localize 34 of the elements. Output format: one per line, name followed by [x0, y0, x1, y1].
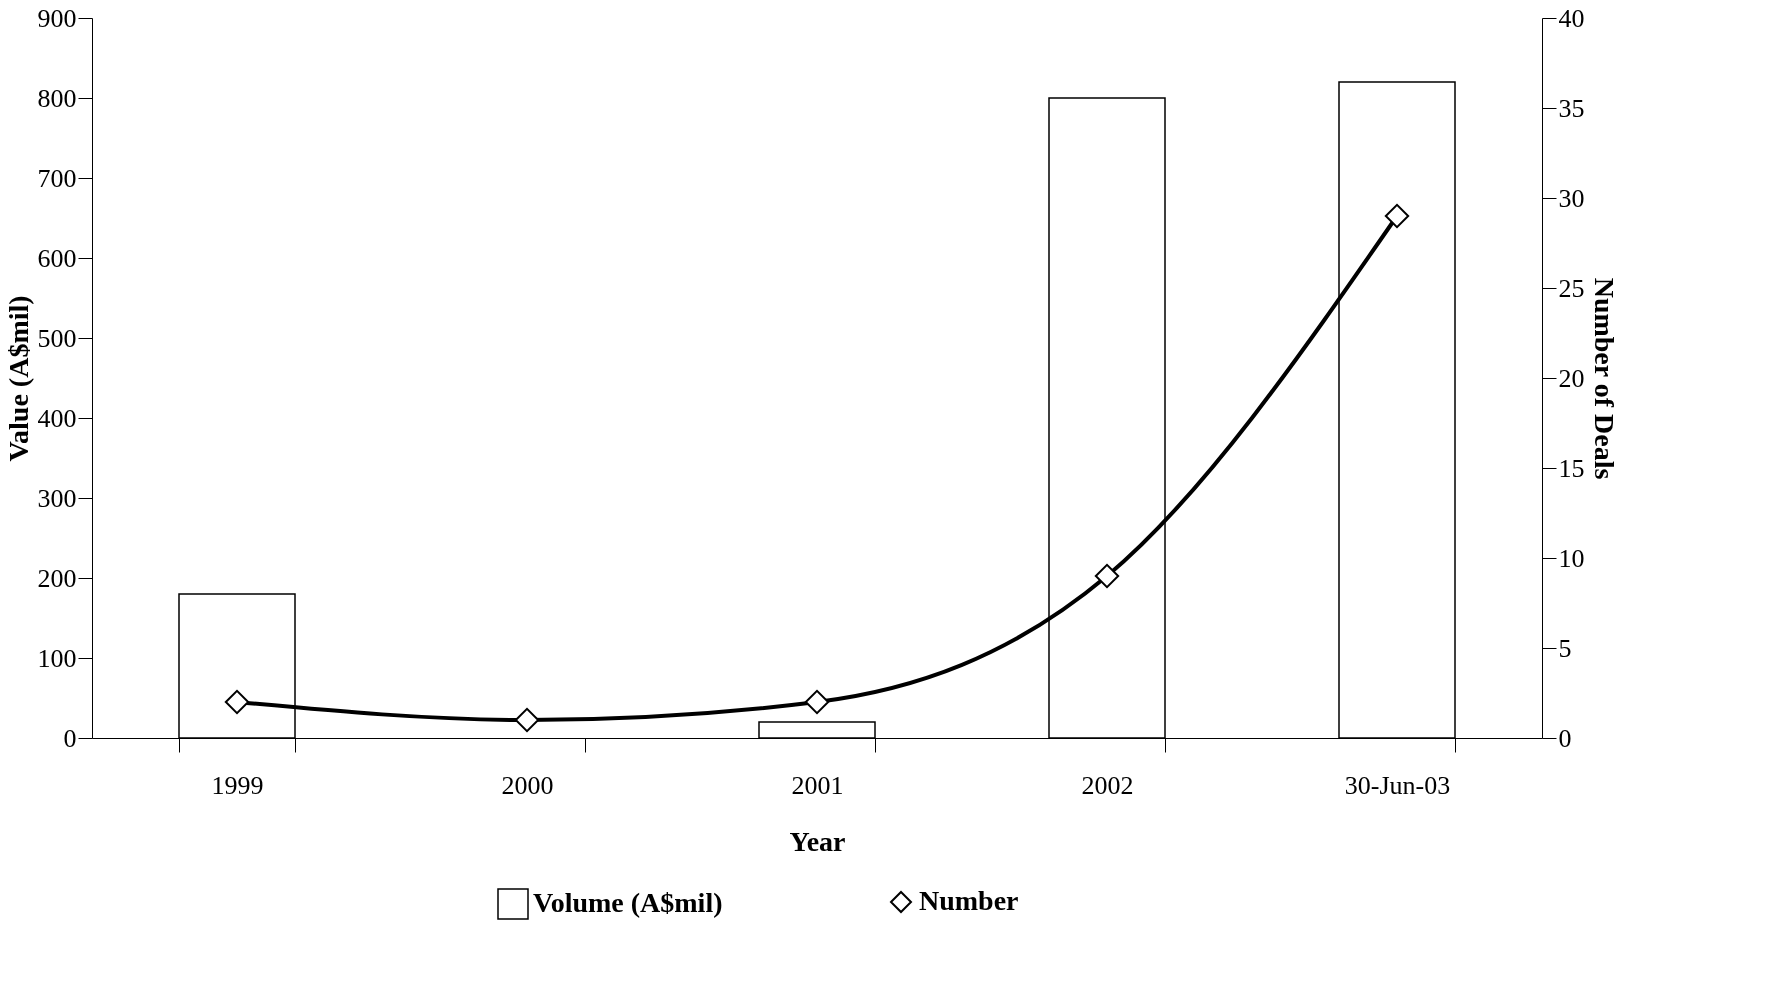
legend-label: Volume (A$mil)	[533, 887, 723, 918]
y-tick-label: 300	[37, 483, 77, 513]
legend-label: Number	[919, 885, 1019, 916]
x-tick-label: 2001	[791, 770, 844, 800]
y2-tick-label: 15	[1558, 453, 1585, 483]
y-tick-label: 200	[37, 563, 77, 593]
y2-axis-title: Number of Deals	[1588, 277, 1620, 480]
y-tick-label: 500	[37, 323, 77, 353]
y2-tick-label: 20	[1558, 363, 1585, 393]
x-tick-label: 2000	[501, 770, 554, 800]
y-tick-label: 800	[37, 83, 77, 113]
x-tick-label: 30-Jun-03	[1344, 770, 1451, 800]
y-tick-label: 400	[37, 403, 77, 433]
point	[514, 707, 540, 733]
x-tick-label: 2002	[1081, 770, 1134, 800]
y2-tick-label: 30	[1558, 183, 1585, 213]
y2-tick-label: 35	[1558, 93, 1585, 123]
point	[804, 689, 830, 715]
x-tick-label: 1999	[211, 770, 264, 800]
point	[1094, 563, 1120, 589]
y-tick-label: 900	[37, 3, 77, 33]
point	[224, 689, 250, 715]
y-tick-label: 600	[37, 243, 77, 273]
y2-tick-label: 5	[1558, 633, 1572, 663]
y2-tick-label: 10	[1558, 543, 1585, 573]
y2-tick-label: 0	[1558, 723, 1572, 753]
y2-tick-label: 25	[1558, 273, 1585, 303]
y-tick-label: 100	[37, 643, 77, 673]
point	[1384, 203, 1410, 229]
y-tick-label: 0	[63, 723, 77, 753]
x-axis-title: Year	[789, 825, 846, 857]
y-tick-label: 700	[37, 163, 77, 193]
y2-tick-label: 40	[1558, 3, 1585, 33]
y-axis-title: Value (A$mil)	[2, 295, 34, 462]
